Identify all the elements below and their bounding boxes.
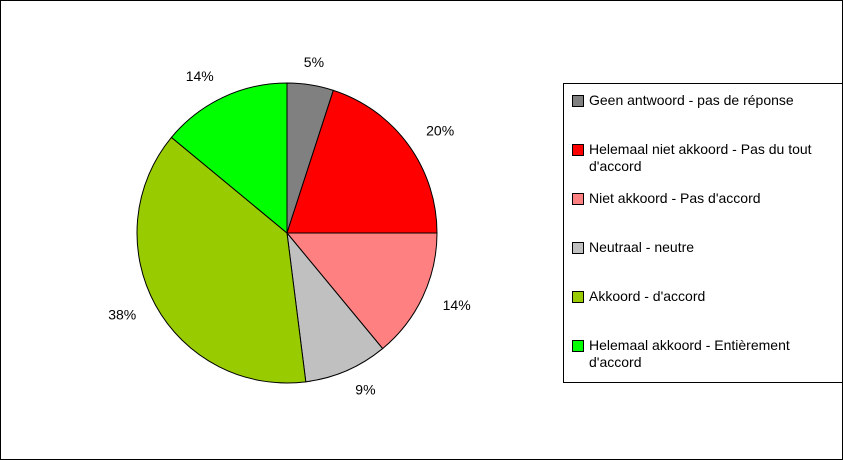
legend-swatch: [572, 340, 584, 352]
pie-slice: [286, 231, 384, 383]
legend-entry: Neutraal - neutre: [572, 239, 843, 256]
legend: Geen antwoord - pas de réponse Helemaal n…: [563, 83, 842, 383]
legend-entry: Niet akkoord - Pas d'accord: [572, 190, 843, 207]
data-label: 14%: [186, 68, 214, 84]
data-label: 38%: [108, 307, 136, 323]
pie-slice: [136, 136, 307, 384]
data-label: 9%: [355, 382, 375, 398]
legend-entry: Helemaal akkoord - Entièrement d'accord: [572, 337, 843, 371]
legend-label: Helemaal niet akkoord - Pas du tout d'ac…: [589, 141, 812, 174]
data-label: 20%: [426, 123, 454, 139]
pie-slice: [286, 89, 438, 234]
pie-slice: [285, 232, 438, 350]
data-label: 5%: [304, 54, 324, 70]
legend-label: Helemaal akkoord - Entièrement d'accord: [589, 337, 790, 370]
legend-label: Geen antwoord - pas de réponse: [589, 92, 794, 108]
data-label: 14%: [443, 297, 471, 313]
legend-swatch: [572, 193, 584, 205]
legend-swatch: [572, 291, 584, 303]
legend-entry: Geen antwoord - pas de réponse: [572, 92, 843, 109]
legend-label: Akkoord - d'accord: [589, 288, 706, 304]
legend-swatch: [572, 144, 584, 156]
pie-slice: [170, 82, 288, 235]
legend-swatch: [572, 242, 584, 254]
legend-swatch: [572, 95, 584, 107]
legend-entry: Akkoord - d'accord: [572, 288, 843, 305]
legend-label: Neutraal - neutre: [589, 239, 695, 255]
legend-label: Niet akkoord - Pas d'accord: [589, 190, 761, 206]
legend-entry: Helemaal niet akkoord - Pas du tout d'ac…: [572, 141, 843, 175]
